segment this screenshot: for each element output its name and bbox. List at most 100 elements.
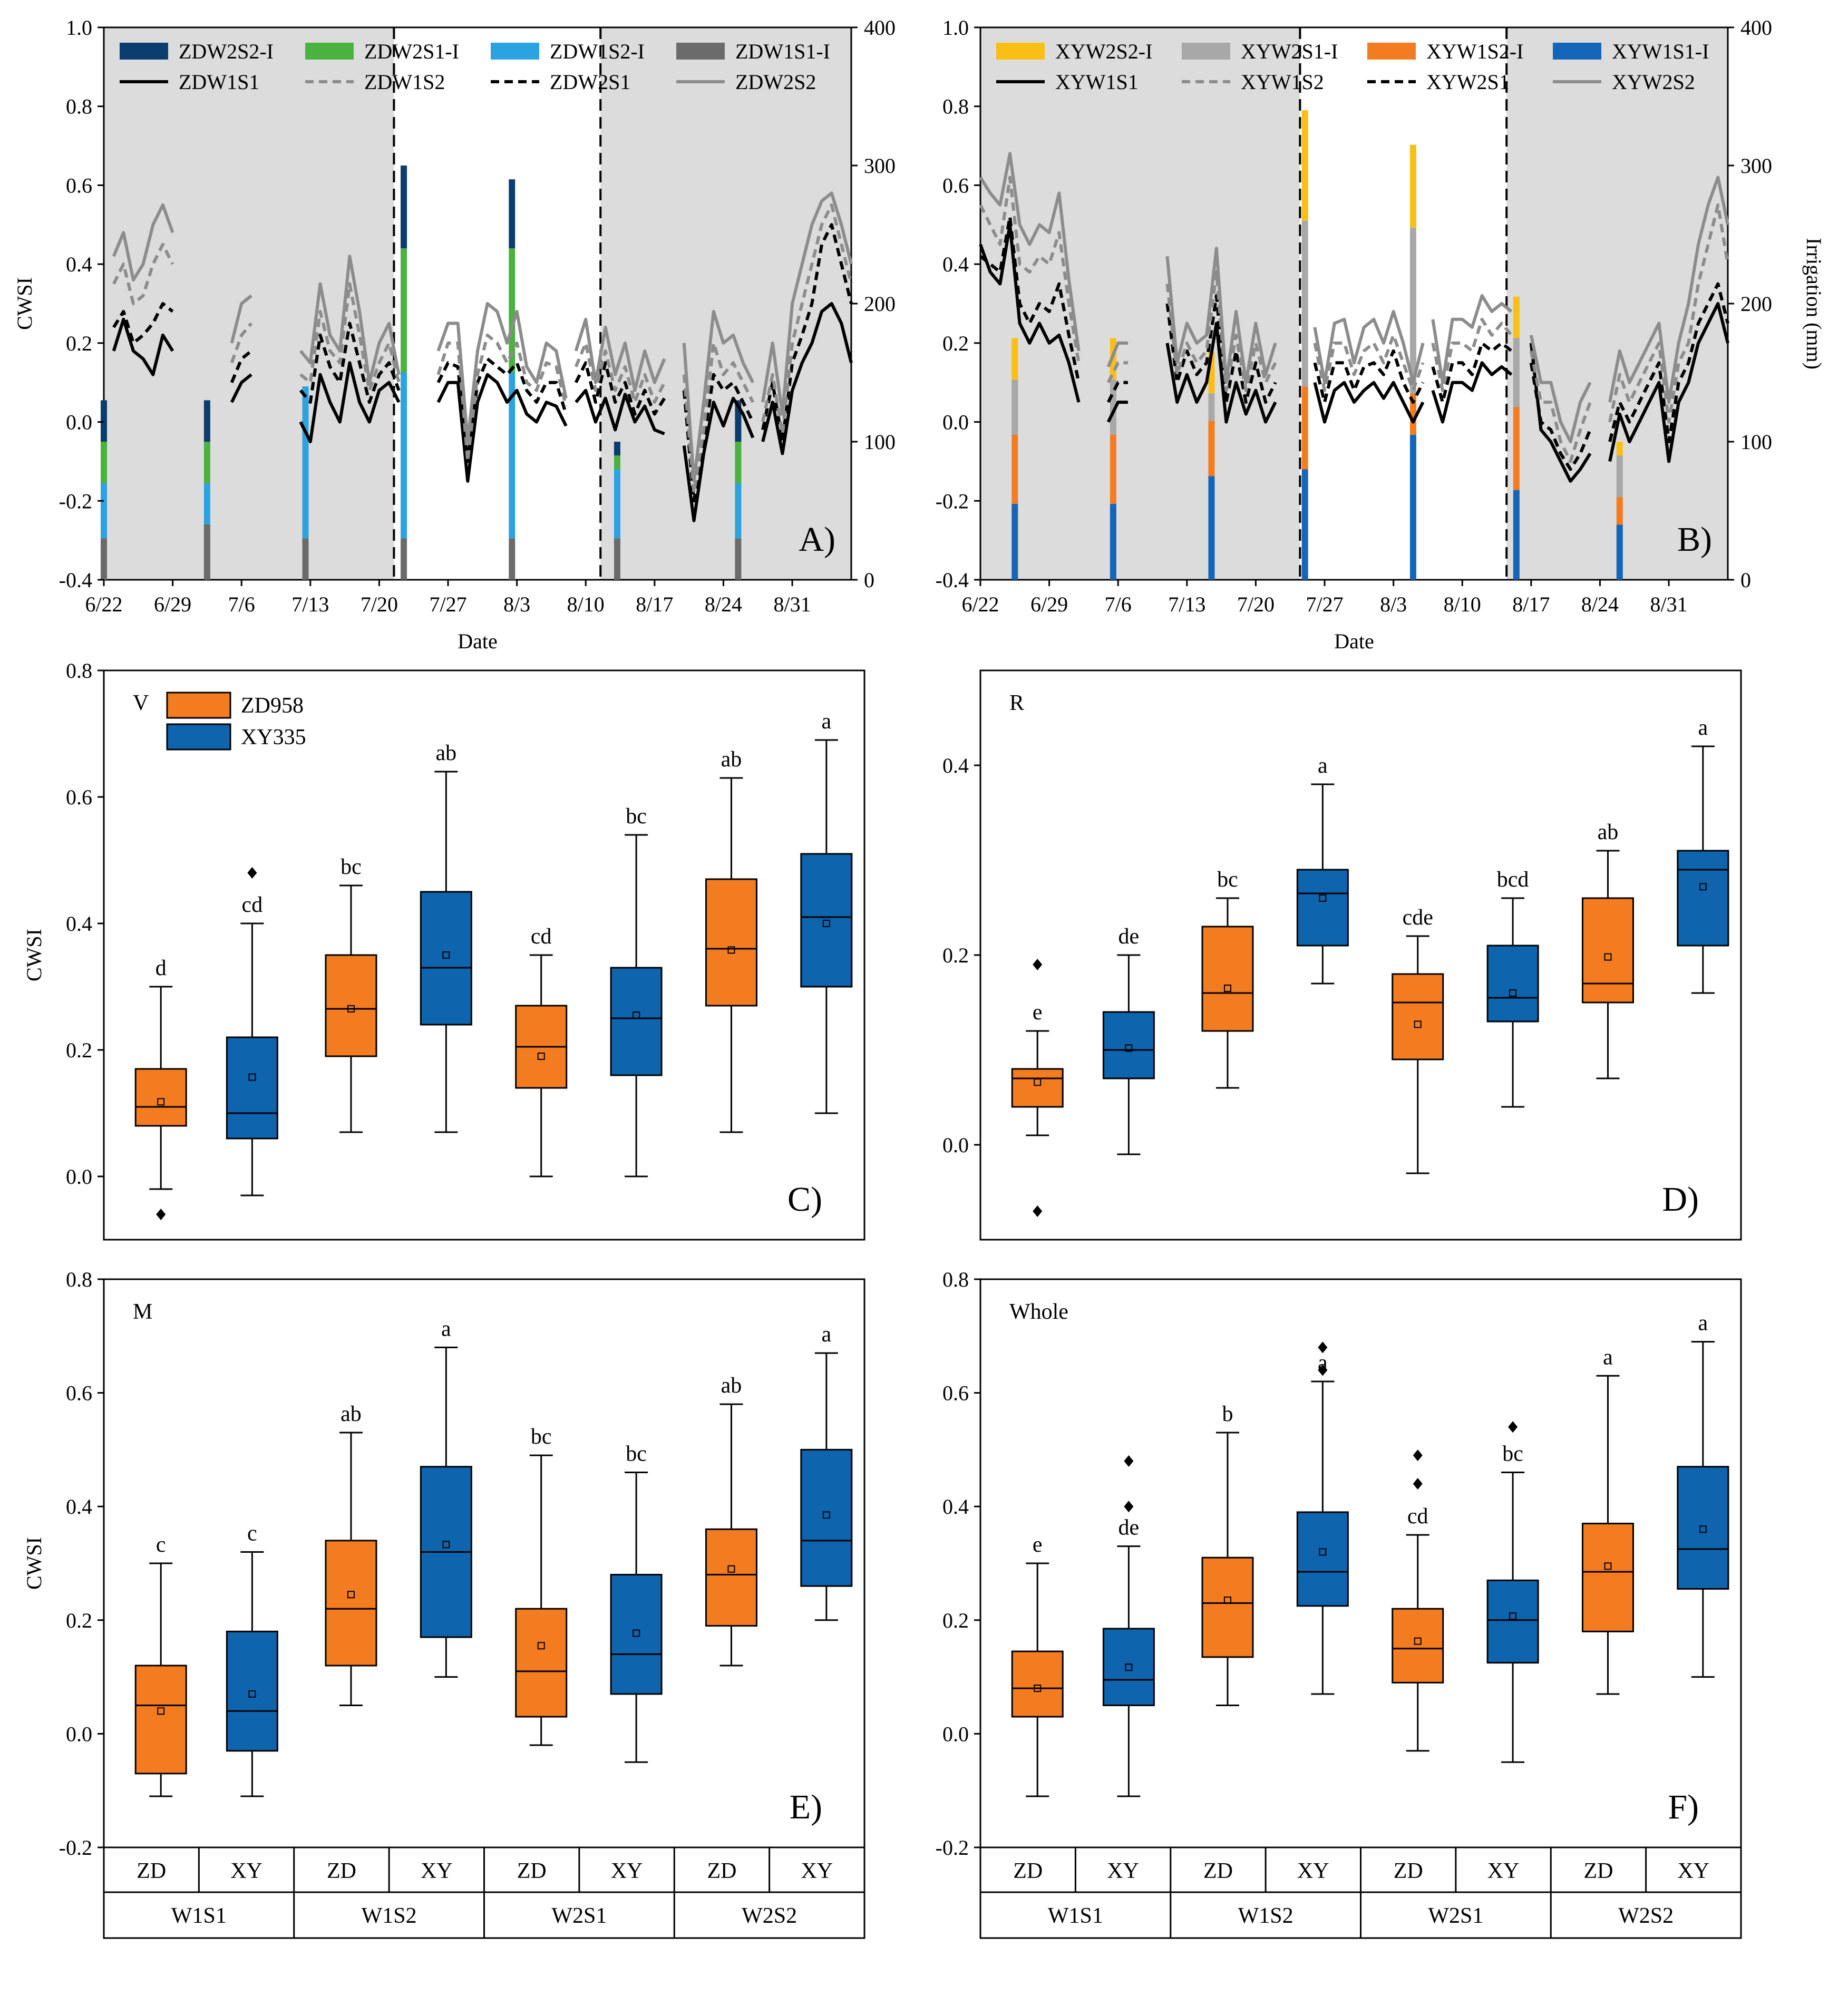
plot-frame [103,669,865,1241]
category-label: W1S2 [1238,1904,1293,1928]
panel-f-boxplot-whole: -0.2 0.0 0.2 0.4 0.6 0.8 Whole e de b a cd bc a a F) ZD X… [936,1268,1742,2005]
significance-letter: bc [626,804,647,829]
significance-letter: de [1118,924,1140,949]
box [1296,1511,1349,1607]
legend-swatch [996,43,1045,60]
category-label: W2S1 [1428,1904,1483,1928]
significance-letter: b [1222,1402,1233,1426]
shaded-period [104,27,394,580]
mean-marker [1699,1525,1707,1533]
x-axis-title: Treatment [439,2003,529,2005]
box [420,891,472,1026]
mean-marker [157,1707,165,1715]
x-tick-label: 8/10 [567,592,605,616]
legend-swatch [305,43,354,60]
box [610,967,663,1076]
significance-letter: a [1698,716,1708,740]
series-line-zdw1s2 [761,203,853,435]
box [134,1068,187,1127]
y-tick-label: 1.0 [942,16,969,40]
series-line-zdw2s2 [299,255,401,384]
significance-letter: ab [1598,820,1619,844]
series-line-zdw2s1 [682,373,755,503]
irrigation-bar [509,179,516,249]
stage-title: V [133,691,149,715]
y-tick-label: 0.2 [942,1609,969,1632]
y-tick-label: 0.8 [66,1268,92,1291]
irrigation-bar [101,442,107,483]
irrigation-bar [203,442,210,483]
panel-label: F) [1668,1788,1699,1826]
irrigation-bar [614,469,620,539]
legend-swatch [120,43,168,60]
mean-marker [1223,1597,1231,1604]
outlier-point [1413,1478,1423,1490]
significance-letter: a [1318,1351,1328,1375]
y-tick-label: 0.4 [66,1495,92,1519]
y-tick-label: 0.4 [942,754,969,777]
x-tick-label: 8/31 [1650,592,1687,616]
mean-marker [1604,953,1612,961]
series-line-xyw1s1 [1313,381,1425,424]
irrigation-bar [1208,421,1215,476]
panel-label: C) [787,1180,822,1219]
outlier-point [1413,1449,1423,1462]
legend-label: ZDW1S1-I [735,40,830,63]
significance-letter: cd [242,893,263,917]
x-axis-title: Treatment [1316,2003,1406,2005]
mean-marker [1509,1612,1517,1620]
x-tick-label: 8/3 [503,592,530,616]
outlier-point [1033,1205,1043,1217]
irrigation-bar [614,538,620,580]
legend-label: ZDW1S1 [179,70,259,94]
significance-letter: bc [1502,1442,1523,1466]
category-label: W2S2 [742,1904,797,1928]
panel-a-irrigation-cwsi-zd: -0.4 -0.2 0.0 0.2 0.4 0.6 0.8 1.0 0 100 200 300 400 6… [13,16,896,653]
mean-marker [248,1690,256,1698]
y-tick-label: 0.2 [942,332,969,355]
significance-letter: bcd [1497,868,1529,892]
y-tick-label: -0.4 [59,568,92,592]
x-tick-label: 6/22 [961,592,999,616]
y-tick-label: -0.2 [936,489,969,513]
mean-marker [1125,1044,1133,1052]
series-line-xyw1s2 [1313,333,1425,392]
x-tick-label: 7/6 [1105,592,1132,616]
series-line-zdw2s2 [761,191,853,416]
series-line-zdw1s2 [299,282,401,392]
series-line-xyw2s1 [1431,341,1513,404]
box [1581,897,1634,1004]
legend-label: XYW2S1-I [1241,40,1338,63]
y-tick-label: 0.0 [942,1722,969,1746]
stage-title: M [133,1300,152,1324]
series-line-xyw1s2 [1165,270,1277,392]
x-tick-label: 8/24 [705,592,742,616]
irrigation-bar [203,400,210,442]
irrigation-bar [1616,497,1623,525]
y2-tick-label: 0 [1740,568,1751,592]
y-axis-title: CWSI [22,1537,46,1590]
y-tick-label: 0.4 [66,912,92,936]
box [1201,1556,1254,1658]
legend-label: ZDW1S2-I [550,40,645,63]
x-tick-label: 7/27 [1306,592,1343,616]
series-line-zdw2s1 [761,223,853,443]
irrigation-bar [1110,503,1116,580]
series-line-xyw2s2 [1106,341,1128,367]
x-axis-title: Date [1334,629,1374,653]
irrigation-bar [401,248,407,373]
irrigation-bar [1301,110,1308,221]
significance-letter: c [247,1521,257,1545]
x-tick-label: 6/29 [1030,592,1068,616]
series-line-zdw1s1 [575,388,665,435]
box [1486,945,1539,1023]
mean-marker [537,1642,545,1650]
outlier-point [247,867,257,879]
y2-tick-label: 300 [1740,154,1772,178]
legend-swatch [166,723,231,751]
mean-marker [1125,1663,1133,1671]
series-line-xyw1s2 [1106,361,1128,384]
significance-letter: a [822,709,832,734]
category-label: W2S1 [551,1904,607,1928]
outlier-point [156,1209,166,1220]
